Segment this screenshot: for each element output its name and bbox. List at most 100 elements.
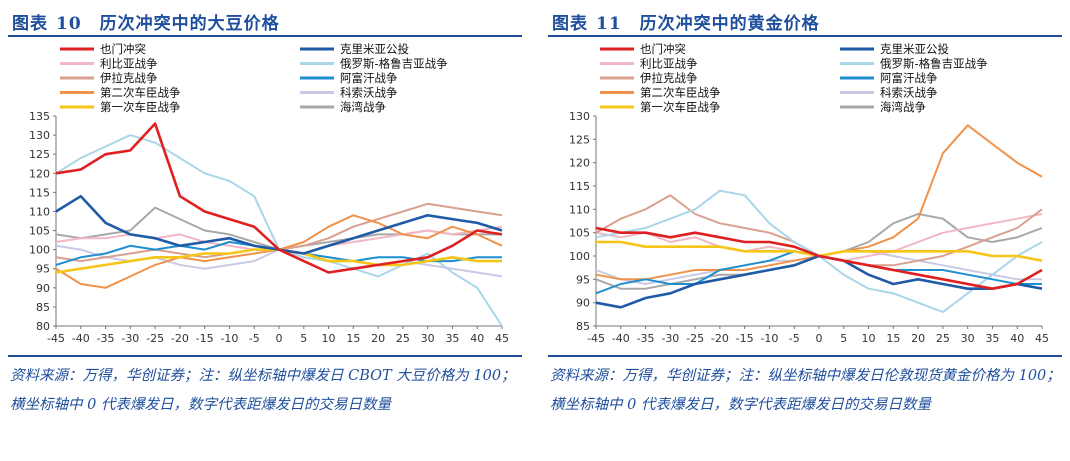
x-tick-label: -35 [97, 332, 115, 345]
y-tick-label: 90 [36, 282, 50, 295]
series-line-gulf [595, 213, 1043, 290]
legend-label-yemen: 也门冲突 [100, 42, 146, 56]
x-tick-label: 45 [495, 332, 509, 345]
y-tick-label: 115 [29, 186, 50, 199]
y-tick-label: 100 [569, 250, 590, 263]
x-tick-label: -40 [612, 332, 630, 345]
y-tick-label: 130 [569, 110, 590, 123]
x-tick-label: -10 [220, 332, 238, 345]
y-tick-label: 85 [36, 301, 50, 314]
y-tick-label: 115 [569, 180, 590, 193]
x-tick-label: -25 [146, 332, 164, 345]
x-tick-label: 5 [300, 332, 307, 345]
source-separator [8, 355, 522, 357]
x-tick-label: 5 [840, 332, 847, 345]
x-tick-label: 10 [322, 332, 336, 345]
legend-label-kosovo: 科索沃战争 [340, 86, 398, 100]
x-tick-label: -20 [711, 332, 729, 345]
y-tick-label: 105 [29, 225, 50, 238]
x-tick-label: 20 [371, 332, 385, 345]
y-tick-label: 95 [36, 263, 50, 276]
legend-label-georgia: 俄罗斯-格鲁吉亚战争 [340, 57, 448, 71]
legend-label-afghan: 阿富汗战争 [880, 71, 938, 85]
x-tick-label: 15 [346, 332, 360, 345]
legend-label-iraq: 伊拉克战争 [640, 71, 698, 85]
x-tick-label: 20 [911, 332, 925, 345]
chart-title-number: 11 [596, 14, 622, 34]
x-tick-label: 15 [886, 332, 900, 345]
x-tick-label: -45 [47, 332, 65, 345]
legend-label-crimea: 克里米亚公投 [340, 42, 409, 56]
legend-label-iraq: 伊拉克战争 [100, 71, 158, 85]
series-lines [55, 122, 503, 327]
source-separator [548, 355, 1062, 357]
x-tick-label: 0 [276, 332, 283, 345]
soybean-chart-panel: 图表 10 历次冲突中的大豆价格 也门冲突 利比亚战争 伊拉克战争 第二次车臣战争 第一次车… [0, 0, 530, 461]
x-tick-label: -30 [121, 332, 139, 345]
chart-title: 图表 11 历次冲突中的黄金价格 [552, 9, 820, 34]
x-tick-label: 25 [396, 332, 410, 345]
chart-title-bar: 图表 11 历次冲突中的黄金价格 [548, 3, 1062, 37]
series-line-yemen [55, 122, 503, 274]
chart-title-text: 历次冲突中的大豆价格 [99, 14, 280, 34]
x-tick-label: -30 [661, 332, 679, 345]
y-tick-label: 100 [29, 244, 50, 257]
y-tick-label: 90 [576, 297, 590, 310]
y-tick-label: 120 [29, 167, 50, 180]
chart-title-text: 历次冲突中的黄金价格 [639, 14, 820, 34]
source-note: 资料来源：万得，华创证券；注：纵坐标轴中爆发日伦敦现货黄金价格为 100；横坐标… [550, 368, 1061, 413]
y-tick-label: 110 [29, 205, 50, 218]
x-tick-label: 45 [1035, 332, 1049, 345]
legend-label-kosovo: 科索沃战争 [880, 86, 938, 100]
x-tick-label: 30 [961, 332, 975, 345]
legend-label-chechen1: 第一次车臣战争 [640, 100, 721, 114]
chart-title-number: 10 [56, 14, 82, 34]
legend-label-chechen1: 第一次车臣战争 [100, 100, 181, 114]
y-tick-label: 120 [569, 157, 590, 170]
x-tick-label: 35 [445, 332, 459, 345]
legend-label-chechen2: 第二次车臣战争 [100, 86, 181, 100]
x-tick-label: 35 [985, 332, 999, 345]
x-tick-label: 40 [470, 332, 484, 345]
x-tick-label: -5 [249, 332, 260, 345]
x-tick-label: -15 [736, 332, 754, 345]
x-tick-label: -40 [72, 332, 90, 345]
legend-label-crimea: 克里米亚公投 [880, 42, 949, 56]
legend-label-gulf: 海湾战争 [880, 100, 926, 114]
legend-label-chechen2: 第二次车臣战争 [640, 86, 721, 100]
x-tick-label: 40 [1010, 332, 1024, 345]
y-tick-label: 85 [576, 320, 590, 333]
legend-label-gulf: 海湾战争 [340, 100, 386, 114]
x-tick-label: -25 [686, 332, 704, 345]
x-tick-label: 30 [421, 332, 435, 345]
chart-title: 图表 10 历次冲突中的大豆价格 [12, 9, 280, 34]
y-tick-label: 110 [569, 203, 590, 216]
legend-label-georgia: 俄罗斯-格鲁吉亚战争 [880, 57, 988, 71]
series-line-gulf [55, 206, 502, 251]
legend-label-yemen: 也门冲突 [640, 42, 686, 56]
x-tick-label: -5 [789, 332, 800, 345]
source-note: 资料来源：万得，华创证券；注：纵坐标轴中爆发日 CBOT 大豆价格为 100；横… [10, 368, 516, 413]
x-tick-label: -10 [760, 332, 778, 345]
x-tick-label: -20 [171, 332, 189, 345]
x-tick-label: -35 [637, 332, 655, 345]
x-tick-label: 10 [862, 332, 876, 345]
legend-label-afghan: 阿富汗战争 [340, 71, 398, 85]
y-tick-label: 80 [36, 320, 50, 333]
gold-chart-panel: 图表 11 历次冲突中的黄金价格 也门冲突 利比亚战争 伊拉克战争 第二次车臣战争 第一次车… [540, 0, 1070, 461]
chart-title-label: 图表 [552, 14, 588, 34]
y-tick-label: 125 [569, 133, 590, 146]
chart-title-bar: 图表 10 历次冲突中的大豆价格 [8, 3, 522, 37]
series-line-chechen2 [55, 214, 503, 289]
legend-label-libya: 利比亚战争 [640, 57, 698, 71]
x-tick-label: 0 [816, 332, 823, 345]
y-tick-label: 135 [29, 110, 50, 123]
x-tick-label: 25 [936, 332, 950, 345]
chart-title-label: 图表 [12, 14, 48, 34]
